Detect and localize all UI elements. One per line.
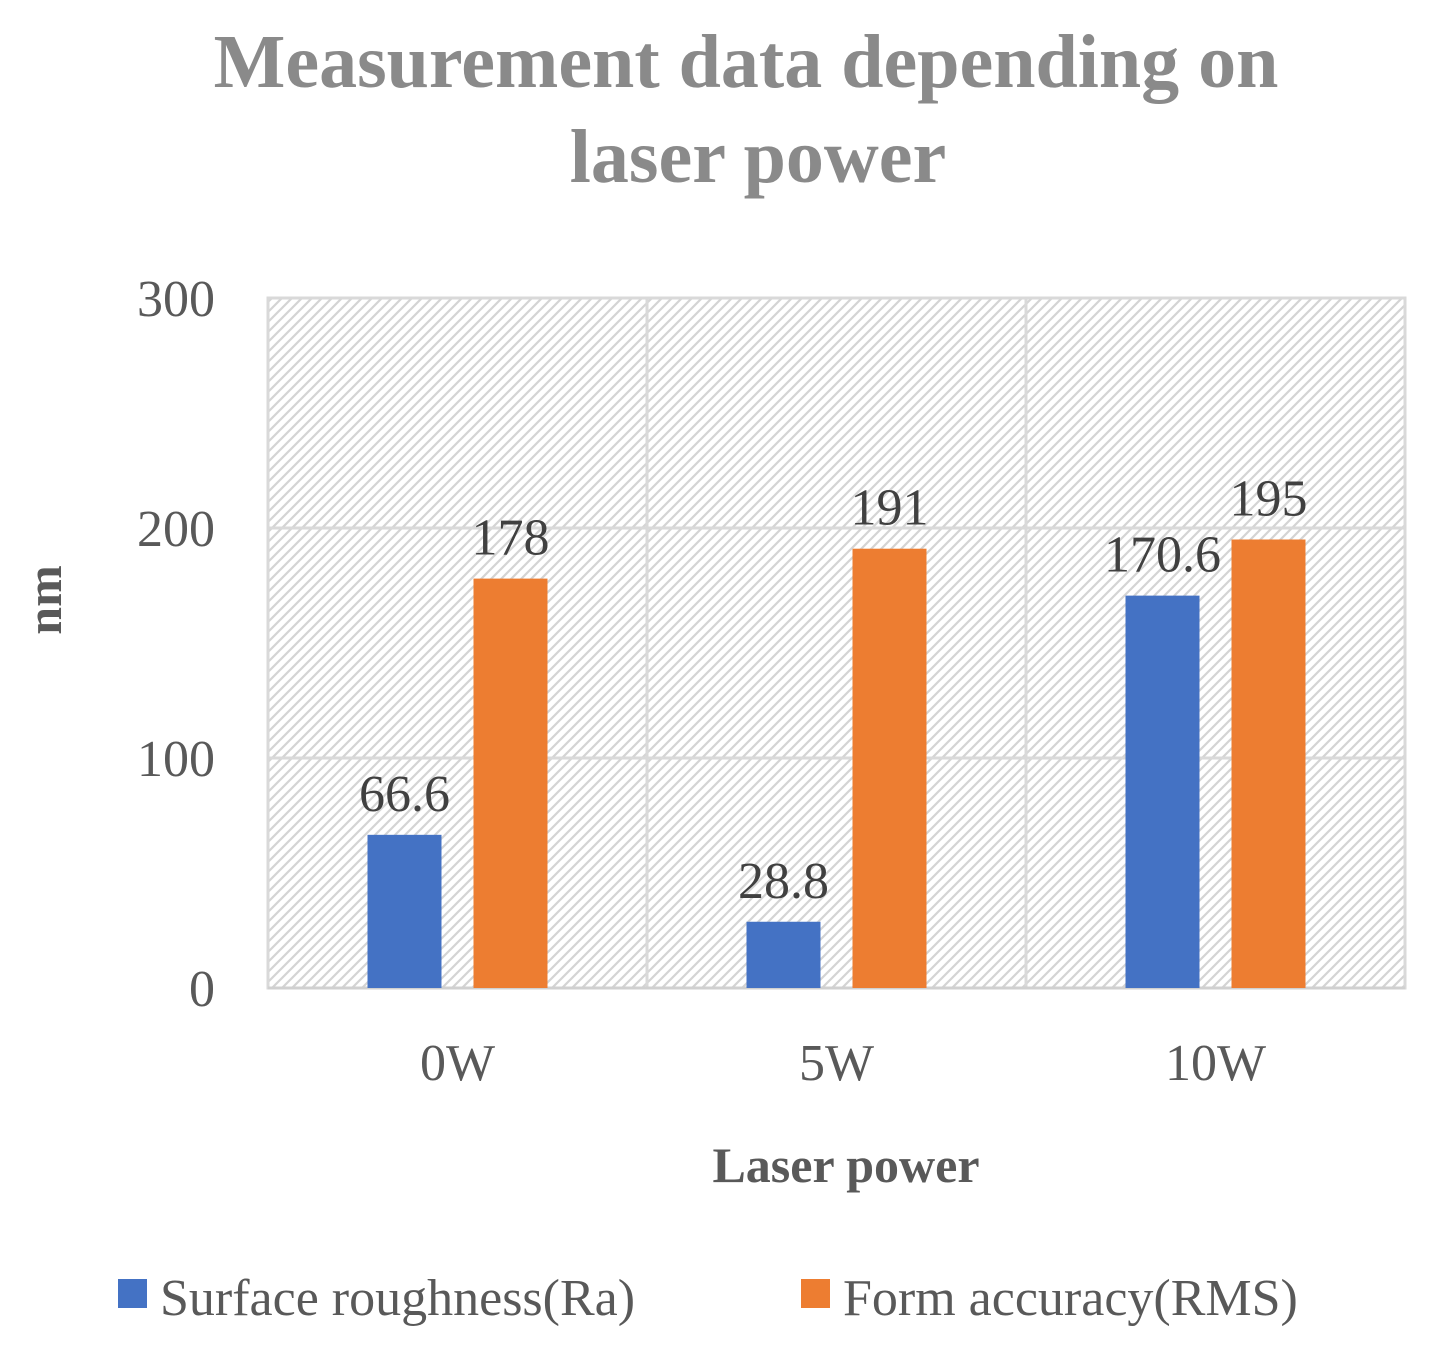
x-tick-label: 5W [799, 1035, 874, 1092]
gridlines [268, 298, 1405, 990]
legend: Surface roughness(Ra) Form accuracy(RMS) [118, 1270, 1298, 1327]
y-tick-labels: 0 100 200 300 [137, 271, 215, 1018]
plot-area [266, 296, 1407, 990]
y-tick-label: 0 [189, 961, 215, 1018]
y-tick-label: 300 [137, 271, 215, 328]
y-tick-label: 100 [137, 731, 215, 788]
bar-form-accuracy-10W [1231, 539, 1306, 988]
legend-label-surface-roughness: Surface roughness(Ra) [160, 1270, 635, 1327]
legend-swatch-form-accuracy [801, 1279, 830, 1308]
chart-title-line-2: laser power [570, 115, 946, 199]
chart-title-line-1: Measurement data depending on [214, 20, 1279, 104]
data-label: 178 [472, 510, 550, 567]
x-tick-labels: 0W 5W 10W [420, 1035, 1266, 1092]
legend-swatch-surface-roughness [118, 1279, 147, 1308]
data-label: 195 [1230, 471, 1308, 528]
bar-surface-roughness-5W [746, 921, 821, 988]
bar-surface-roughness-10W [1125, 595, 1200, 988]
y-axis-title: nm [16, 565, 72, 634]
data-label: 170.6 [1104, 527, 1221, 584]
x-tick-label: 0W [420, 1035, 495, 1092]
data-labels: 66.6 28.8 170.6 178 191 195 [359, 471, 1308, 910]
bar-form-accuracy-5W [852, 548, 927, 988]
bar-surface-roughness-0W [367, 834, 442, 988]
x-tick-label: 10W [1165, 1035, 1266, 1092]
y-tick-label: 200 [137, 501, 215, 558]
data-label: 66.6 [359, 766, 450, 823]
x-axis-title: Laser power [712, 1137, 979, 1193]
bars [367, 539, 1306, 988]
legend-label-form-accuracy: Form accuracy(RMS) [843, 1270, 1298, 1327]
data-label: 191 [851, 480, 929, 537]
data-label: 28.8 [738, 853, 829, 910]
bar-form-accuracy-0W [473, 578, 548, 988]
